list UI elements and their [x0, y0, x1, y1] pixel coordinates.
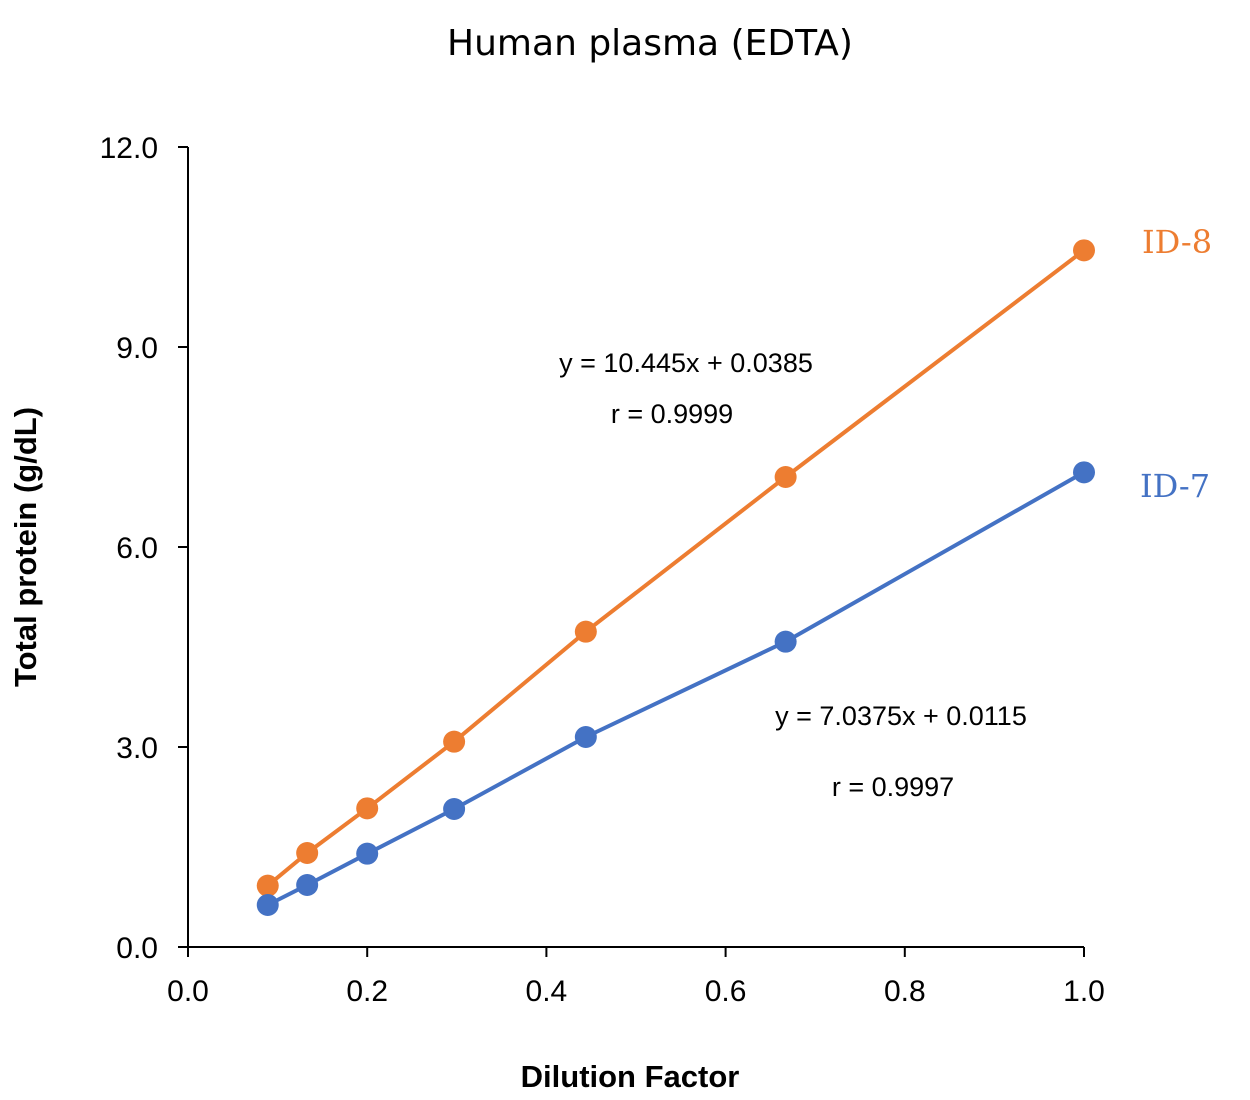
y-tick-label: 0.0 [116, 932, 158, 965]
r-value-id7: r = 0.9997 [832, 772, 954, 802]
y-tick-label: 6.0 [116, 532, 158, 565]
y-tick-label: 9.0 [116, 332, 158, 365]
x-tick-label: 0.2 [346, 975, 388, 1008]
series-id7 [256, 461, 1095, 916]
data-point-id7 [296, 874, 319, 896]
data-point-id8 [256, 874, 279, 897]
series-id8 [256, 239, 1095, 897]
data-point-id7 [356, 842, 379, 865]
x-tick-label: 1.0 [1063, 975, 1105, 1008]
x-tick-label: 0.4 [526, 975, 568, 1008]
data-point-id8 [443, 730, 466, 753]
x-tick-label: 0.6 [705, 975, 747, 1008]
series-label-id8: ID-8 [1142, 223, 1212, 261]
series-layer [256, 239, 1095, 916]
series-label-id7: ID-7 [1140, 467, 1210, 505]
y-ticks: 0.0 3.0 6.0 9.0 12.0 [100, 132, 188, 965]
series-line-id7 [266, 470, 1085, 907]
chart-title: Human plasma (EDTA) [447, 23, 853, 64]
data-point-id7 [574, 726, 597, 748]
x-tick-label: 0.0 [167, 975, 209, 1008]
x-tick-label: 0.8 [884, 975, 926, 1008]
data-point-id8 [356, 797, 379, 820]
data-point-id7 [256, 894, 279, 916]
r-value-id8: r = 0.9999 [611, 399, 733, 429]
data-point-id8 [574, 620, 597, 643]
y-tick-label: 12.0 [100, 132, 158, 165]
data-point-id8 [296, 842, 319, 864]
series-line-id8 [266, 248, 1086, 888]
x-ticks: 0.0 0.2 0.4 0.6 0.8 1.0 [167, 947, 1105, 1008]
equation-id7: y = 7.0375x + 0.0115 [775, 701, 1027, 731]
y-tick-label: 3.0 [116, 732, 158, 765]
data-point-id7 [774, 630, 797, 653]
data-point-id8 [774, 466, 797, 488]
data-point-id7 [1073, 461, 1095, 484]
data-point-id7 [443, 798, 466, 820]
y-axis-label: Total protein (g/dL) [8, 407, 43, 687]
equation-id8: y = 10.445x + 0.0385 [559, 348, 813, 378]
x-axis-label: Dilution Factor [521, 1059, 740, 1094]
data-point-id8 [1073, 239, 1095, 262]
